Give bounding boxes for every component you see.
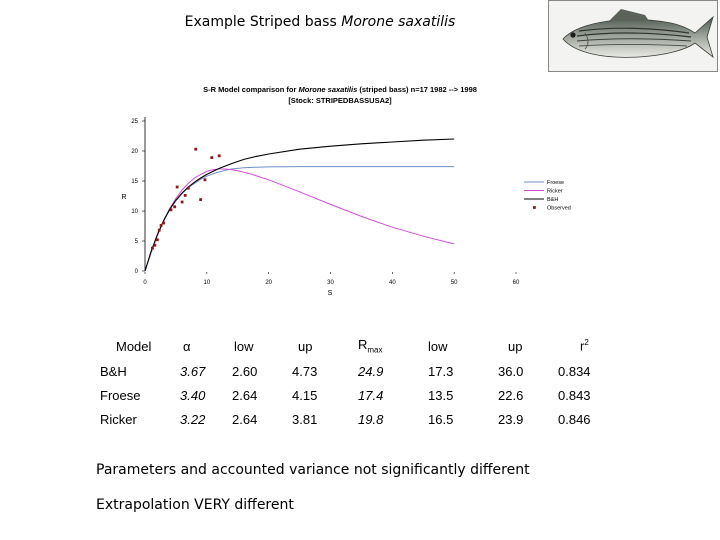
cell-rmax-low: 16.5 — [428, 411, 454, 427]
y-axis-label: R — [121, 194, 126, 201]
cell-rmax: 17.4 — [358, 387, 384, 403]
header-alpha-low: low — [234, 338, 254, 354]
x-tick-label: 30 — [327, 280, 334, 286]
observed-point — [203, 178, 207, 182]
table-row: Froese 3.40 2.64 4.15 17.4 13.5 22.6 0.8… — [94, 383, 608, 407]
cell-rmax: 19.8 — [358, 411, 384, 427]
x-axis-label: S — [328, 290, 333, 297]
observed-point — [180, 200, 184, 204]
cell-model: B&H — [100, 363, 127, 379]
chart-title-suffix: (striped bass) n=17 1982 --> 1998 — [357, 85, 477, 94]
observed-point — [151, 246, 154, 250]
y-tick-label: 15 — [131, 179, 138, 185]
note-extrapolation: Extrapolation VERY different — [96, 497, 294, 513]
legend-label: Froese — [547, 180, 564, 186]
cell-alpha: 3.67 — [180, 363, 206, 379]
chart-axes: 0 5 10 15 20 25 0 10 20 30 40 50 60 — [131, 117, 520, 286]
legend-label: B&H — [547, 197, 558, 203]
observed-point — [194, 147, 198, 151]
chart-series-lines — [144, 138, 455, 272]
slide-title-prefix: Example Striped bass — [184, 14, 342, 30]
header-rmax-up: up — [508, 338, 523, 354]
chart-title-prefix: S-R Model comparison for — [203, 85, 298, 94]
cell-alpha-low: 2.64 — [232, 387, 258, 403]
legend-swatch-observed — [533, 206, 536, 209]
x-tick-label: 50 — [451, 280, 458, 286]
cell-model: Ricker — [100, 411, 137, 427]
cell-rmax-low: 13.5 — [428, 387, 454, 403]
header-model: Model — [116, 338, 152, 354]
header-rmax: Rmax — [358, 337, 383, 355]
chart-title-line2: [Stock: STRIPEDBASSUSA2] — [288, 96, 392, 105]
cell-r2: 0.843 — [558, 387, 591, 403]
observed-point — [186, 186, 190, 190]
chart-title-line1: S-R Model comparison for Morone saxatili… — [203, 85, 477, 94]
observed-point — [175, 185, 179, 189]
y-tick-label: 25 — [131, 119, 138, 125]
parameter-table: Model α low up Rmax low up r2 B&H 3.67 2… — [94, 333, 608, 431]
x-tick-label: 40 — [389, 280, 396, 286]
table-row: Ricker 3.22 2.64 3.81 19.8 16.5 23.9 0.8… — [94, 407, 608, 431]
cell-alpha-up: 3.81 — [292, 411, 318, 427]
y-tick-label: 5 — [135, 239, 139, 245]
observed-point — [199, 198, 203, 201]
stock-recruitment-chart: S-R Model comparison for Morone saxatili… — [121, 85, 571, 297]
cell-rmax-up: 22.6 — [498, 387, 524, 403]
y-tick-label: 10 — [131, 209, 138, 215]
observed-point — [159, 224, 163, 227]
chart-observed-points — [151, 147, 221, 250]
cell-alpha-low: 2.60 — [232, 363, 258, 379]
header-rmax-low: low — [428, 338, 448, 354]
observed-point — [157, 228, 161, 232]
x-tick-label: 10 — [203, 280, 210, 286]
series-line-froese — [144, 166, 455, 272]
chart-legend: Froese Ricker B&H Observed — [524, 180, 571, 212]
cell-alpha-up: 4.15 — [292, 387, 318, 403]
series-line-b-h — [144, 138, 455, 272]
cell-rmax-up: 23.9 — [498, 411, 524, 427]
observed-point — [173, 205, 177, 209]
y-tick-label: 20 — [131, 149, 138, 155]
observed-point — [169, 208, 173, 212]
header-alpha-up: up — [298, 338, 313, 354]
y-tick-label: 0 — [135, 269, 139, 275]
slide-title: Example Striped bass Morone saxatilis — [120, 14, 520, 30]
cell-alpha: 3.40 — [180, 387, 206, 403]
table-header-row: Model α low up Rmax low up r2 — [94, 333, 608, 359]
observed-point — [155, 238, 159, 242]
table-row: B&H 3.67 2.60 4.73 24.9 17.3 36.0 0.834 — [94, 359, 608, 383]
observed-point — [153, 243, 157, 247]
cell-rmax: 24.9 — [358, 363, 384, 379]
slide-title-species: Morone saxatilis — [341, 14, 456, 30]
legend-label: Ricker — [547, 189, 563, 195]
cell-alpha-low: 2.64 — [232, 411, 258, 427]
x-tick-label: 0 — [143, 280, 147, 286]
header-alpha: α — [183, 338, 191, 354]
observed-point — [210, 156, 214, 159]
chart-title-species: Morone saxatilis — [299, 85, 358, 94]
cell-rmax-up: 36.0 — [498, 363, 524, 379]
cell-alpha-up: 4.73 — [292, 363, 318, 379]
observed-point — [183, 194, 187, 197]
observed-point — [217, 154, 221, 158]
cell-r2: 0.846 — [558, 411, 591, 427]
observed-point — [162, 221, 165, 225]
header-r2: r2 — [580, 338, 589, 354]
legend-label: Observed — [547, 206, 571, 212]
cell-r2: 0.834 — [558, 363, 591, 379]
x-tick-label: 60 — [513, 280, 520, 286]
striped-bass-photo — [548, 0, 718, 72]
header-r2-superscript: 2 — [584, 338, 589, 348]
cell-rmax-low: 17.3 — [428, 363, 454, 379]
cell-model: Froese — [100, 387, 141, 403]
x-tick-label: 20 — [265, 280, 272, 286]
cell-alpha: 3.22 — [180, 411, 206, 427]
header-rmax-subscript: max — [367, 345, 383, 355]
note-parameters: Parameters and accounted variance not si… — [96, 462, 530, 478]
